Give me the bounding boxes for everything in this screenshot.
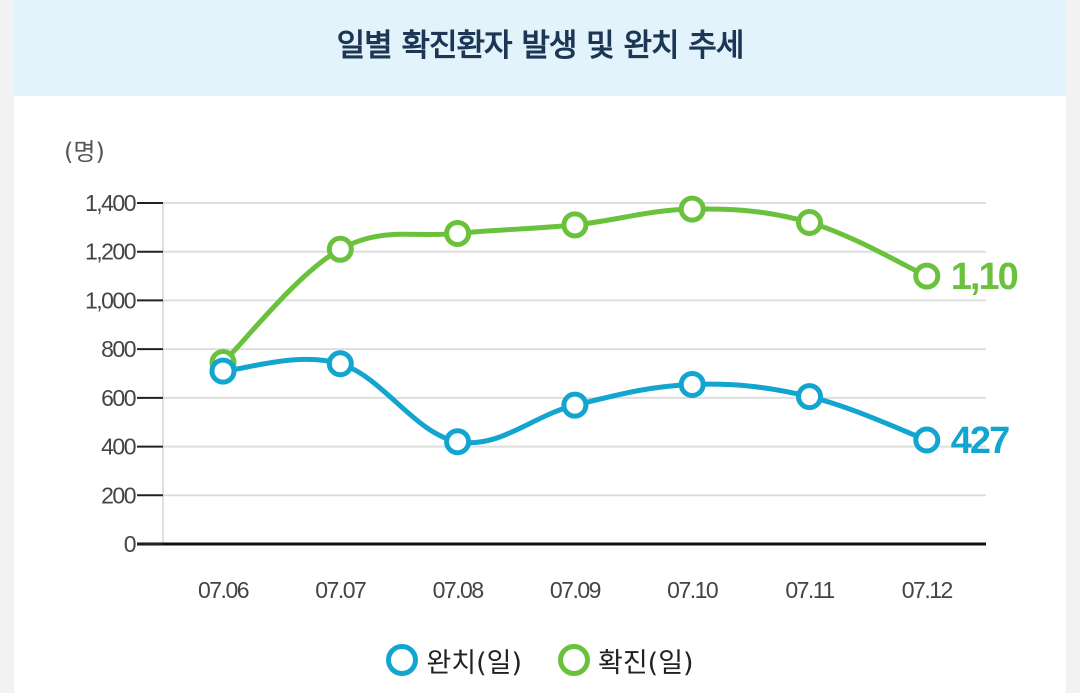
data-point (913, 426, 941, 454)
y-tick-label: 1,000 (85, 287, 136, 313)
legend-label: 완치(일) (426, 647, 522, 679)
y-tick-label: 800 (101, 336, 136, 362)
y-tick-label: 1,400 (85, 190, 136, 216)
x-tick-label: 07.06 (198, 577, 249, 603)
y-axis-ticks: 0 200 400 600 800 1,000 1,200 1,400 (85, 190, 163, 557)
x-tick-label: 07.10 (667, 577, 718, 603)
legend-item-recovered[interactable]: 완치(일) (386, 641, 522, 680)
data-point (209, 357, 237, 385)
x-axis-ticks: 07.06 07.07 07.08 07.09 07.10 07.11 07.12 (198, 577, 954, 603)
chart-title: 일별 확진환자 발생 및 완치 추세 (336, 27, 745, 64)
data-point (444, 219, 472, 247)
end-value-label: 1,10 (951, 256, 1018, 298)
data-point (444, 428, 472, 456)
legend-item-confirmed[interactable]: 확진(일) (558, 641, 694, 680)
chart-card: 일별 확진환자 발생 및 완치 추세 (14, 0, 1066, 693)
axes (137, 203, 986, 546)
x-tick-label: 07.12 (902, 577, 953, 603)
data-point (678, 195, 706, 223)
y-tick-label: 400 (101, 434, 136, 460)
legend-marker-icon (558, 644, 590, 676)
x-tick-label: 07.07 (315, 577, 366, 603)
data-point (326, 235, 354, 263)
data-point (796, 383, 823, 411)
legend: 완치(일) 확진(일) (0, 638, 1080, 682)
data-point (561, 211, 589, 239)
y-tick-label: 200 (101, 482, 136, 508)
series-group: 1,10 427 (209, 195, 1020, 462)
series-confirmed: 1,10 (209, 195, 1020, 377)
data-point (326, 350, 354, 378)
data-point (678, 370, 706, 398)
y-tick-label: 600 (101, 385, 136, 411)
legend-label: 확진(일) (598, 647, 694, 679)
legend-marker-icon (386, 644, 419, 676)
data-point (796, 208, 823, 236)
end-value-label: 427 (951, 420, 1009, 462)
grid-lines (163, 202, 986, 497)
series-recovered: 427 (209, 350, 1011, 462)
data-point (913, 262, 941, 290)
x-tick-label: 07.08 (433, 577, 484, 603)
data-point (561, 391, 589, 419)
x-tick-label: 07.09 (550, 577, 601, 603)
y-tick-label: 0 (124, 531, 136, 557)
y-axis-unit-label: (명) (64, 138, 105, 166)
x-tick-label: 07.11 (785, 577, 834, 603)
y-tick-label: 1,200 (85, 239, 136, 265)
chart-header: 일별 확진환자 발생 및 완치 추세 (14, 0, 1066, 96)
